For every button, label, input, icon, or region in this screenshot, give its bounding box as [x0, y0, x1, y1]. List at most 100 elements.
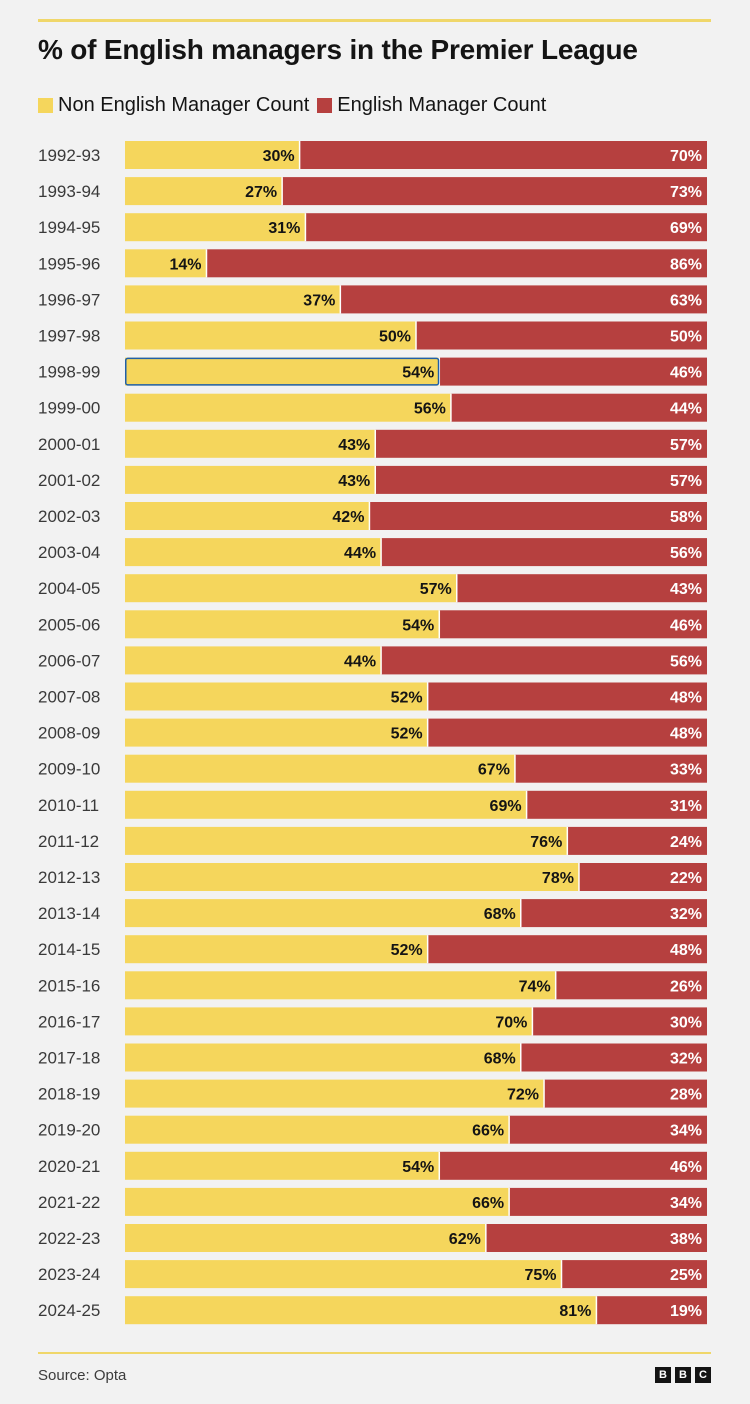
bar-english [427, 682, 707, 711]
data-label-non-english: 30% [263, 148, 295, 165]
category-label: 2020-21 [38, 1157, 100, 1176]
data-label-non-english: 37% [303, 292, 335, 309]
bar-english [375, 429, 707, 458]
category-label: 1992-93 [38, 146, 100, 165]
category-label: 2000-01 [38, 435, 100, 454]
data-label-non-english: 66% [472, 1123, 504, 1140]
bar-english [520, 1043, 707, 1072]
bar-separator [485, 1224, 487, 1252]
category-label: 2013-14 [38, 904, 100, 923]
legend: Non English Manager Count English Manage… [38, 91, 554, 119]
bar-separator [566, 826, 569, 855]
data-label-english: 50% [670, 329, 702, 346]
bar-english [526, 790, 707, 819]
bar-non-english [125, 1187, 510, 1216]
bar-english [282, 177, 707, 206]
bar-separator [426, 718, 429, 747]
data-label-english: 57% [670, 473, 702, 490]
category-label: 2016-17 [38, 1012, 100, 1031]
data-label-non-english: 70% [495, 1014, 527, 1031]
bar-english [532, 1007, 707, 1036]
data-label-non-english: 52% [391, 690, 423, 707]
category-label: 2018-19 [38, 1085, 100, 1104]
bar-english [439, 610, 707, 639]
bar-non-english [125, 1007, 533, 1036]
bar-english [561, 1260, 707, 1289]
bar-separator [380, 538, 382, 567]
data-label-non-english: 81% [559, 1303, 591, 1320]
bar-english [509, 1115, 707, 1144]
category-label: 1999-00 [38, 399, 100, 418]
data-label-english: 46% [670, 365, 702, 382]
data-label-non-english: 66% [472, 1195, 504, 1212]
bar-separator [304, 213, 307, 242]
bar-non-english [125, 1224, 486, 1252]
category-label: 1998-99 [38, 363, 100, 382]
category-label: 2007-08 [38, 688, 100, 707]
data-label-english: 19% [670, 1303, 702, 1320]
category-label: 2015-16 [38, 976, 100, 995]
legend-item-english: English Manager Count [317, 94, 546, 117]
bar-english [305, 213, 707, 242]
category-label: 1993-94 [38, 182, 100, 201]
bar-non-english [125, 1151, 440, 1180]
data-label-english: 28% [670, 1087, 702, 1104]
bar-separator [380, 646, 382, 675]
source-note: Source: Opta [38, 1367, 127, 1384]
bar-separator [281, 177, 283, 206]
data-label-english: 25% [670, 1267, 702, 1284]
bar-non-english [125, 465, 376, 494]
bar-english [416, 321, 707, 350]
bar-non-english [125, 899, 521, 928]
data-label-non-english: 54% [402, 365, 434, 382]
legend-swatch-english [317, 97, 333, 113]
data-label-english: 31% [670, 798, 702, 815]
data-label-non-english: 68% [484, 1051, 516, 1068]
bar-separator [298, 141, 301, 169]
bar-non-english [125, 357, 440, 386]
bar-english [206, 249, 708, 278]
bar-highlight-outline [125, 357, 440, 386]
top-rule [38, 19, 711, 22]
category-label: 1996-97 [38, 290, 100, 309]
bar-non-english [125, 754, 515, 783]
legend-label-english: English Manager Count [337, 93, 547, 116]
bar-non-english [125, 935, 428, 964]
data-label-non-english: 52% [391, 726, 423, 743]
data-label-english: 73% [670, 184, 702, 201]
bar-non-english [125, 502, 370, 530]
bar-separator [455, 574, 458, 603]
bbc-logo-block: B [655, 1367, 671, 1383]
bar-non-english [125, 718, 428, 747]
data-label-non-english: 75% [524, 1267, 556, 1284]
data-label-non-english: 74% [519, 978, 551, 995]
data-label-non-english: 57% [420, 581, 452, 598]
bar-non-english [125, 429, 376, 458]
bar-english [439, 1151, 707, 1180]
data-label-non-english: 27% [245, 184, 277, 201]
bar-non-english [125, 141, 300, 169]
bar-separator [426, 682, 429, 711]
bar-english [299, 141, 707, 169]
data-label-non-english: 54% [402, 617, 434, 634]
bar-non-english [125, 863, 579, 891]
category-label: 1995-96 [38, 254, 100, 273]
bar-separator [520, 899, 522, 928]
bar-non-english [125, 971, 556, 1000]
category-label: 2008-09 [38, 724, 100, 743]
bar-non-english [125, 177, 283, 206]
bar-english [381, 538, 707, 567]
bar-non-english [125, 321, 416, 350]
category-label: 1994-95 [38, 218, 100, 237]
bar-non-english [125, 213, 306, 242]
data-label-english: 34% [670, 1195, 702, 1212]
bar-non-english [125, 574, 457, 603]
data-label-english: 69% [670, 220, 702, 237]
data-label-english: 26% [670, 978, 702, 995]
bar-separator [374, 465, 377, 494]
bar-non-english [125, 646, 382, 675]
category-label: 2003-04 [38, 543, 100, 562]
bar-english [509, 1187, 707, 1216]
bar-separator [531, 1007, 534, 1036]
bar-non-english [125, 249, 207, 278]
